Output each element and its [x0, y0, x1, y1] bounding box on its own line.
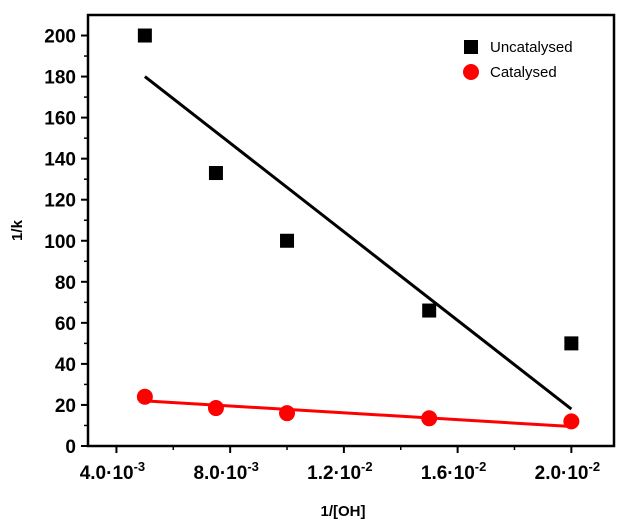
- x-tick-exponent: -3: [134, 459, 146, 474]
- legend-marker-circle: [463, 64, 479, 80]
- y-tick-label: 160: [44, 109, 76, 130]
- y-tick-label: 120: [44, 191, 76, 212]
- data-point-square: [422, 303, 437, 318]
- y-tick-label: 0: [65, 437, 76, 458]
- y-tick-label: 80: [55, 273, 76, 294]
- data-point-square: [208, 166, 223, 181]
- data-point-circle: [421, 410, 438, 427]
- y-tick-label: 140: [44, 150, 76, 171]
- y-tick-label: 40: [55, 355, 76, 376]
- data-point-square: [137, 28, 152, 43]
- y-tick-label: 180: [44, 68, 76, 89]
- data-point-circle: [563, 413, 580, 430]
- data-point-square: [564, 336, 579, 351]
- y-axis-title: 1/k: [9, 219, 26, 241]
- y-tick-label: 20: [55, 396, 76, 417]
- x-tick-exponent: -2: [589, 459, 601, 474]
- data-point-circle: [207, 400, 224, 417]
- data-point-circle: [279, 405, 296, 422]
- x-tick-exponent: -3: [247, 459, 259, 474]
- data-points: [136, 28, 580, 430]
- y-tick-label: 200: [44, 27, 76, 48]
- fit-line: [143, 75, 573, 411]
- legend-label: Uncatalysed: [490, 39, 573, 56]
- legend-marker-square: [464, 40, 478, 54]
- x-axis-title: 1/[OH]: [321, 503, 366, 520]
- x-tick-exponent: -2: [475, 459, 487, 474]
- x-tick-exponent: -2: [361, 459, 373, 474]
- legend: Uncatalysed Catalysed: [463, 39, 573, 81]
- data-point-square: [280, 233, 295, 248]
- legend-label: Catalysed: [490, 64, 557, 81]
- plot-frame: [86, 13, 616, 448]
- data-point-circle: [136, 388, 153, 405]
- y-tick-label: 60: [55, 314, 76, 335]
- y-tick-label: 100: [44, 232, 76, 253]
